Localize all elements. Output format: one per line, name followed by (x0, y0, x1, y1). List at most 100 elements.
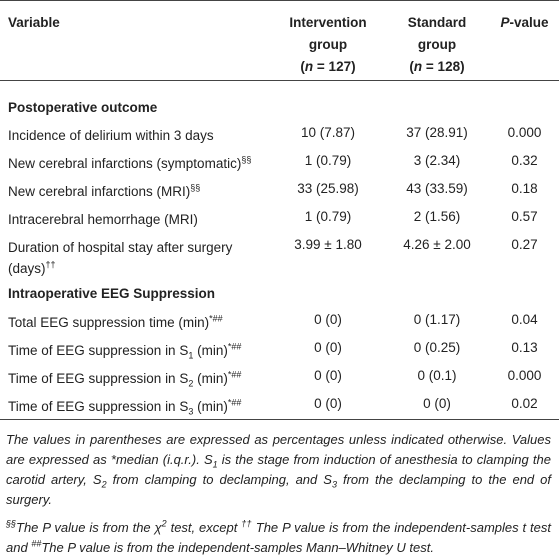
supscript: *## (209, 313, 223, 324)
text: (min) (193, 399, 228, 414)
header-cell: Intervention group (n = 127) (272, 12, 384, 78)
cell: 0 (0) (314, 368, 342, 383)
text: ( (300, 59, 305, 74)
section-title: Intraoperative EEG Suppression (8, 286, 216, 301)
cell: 33 (25.98) (297, 181, 359, 196)
cell: 10 (7.87) (300, 125, 356, 140)
header-line: Intervention group (272, 12, 384, 56)
text: Intervention group (289, 15, 367, 52)
footnote: §§The P value is from the χ2 test, excep… (6, 518, 551, 558)
cell: 0 (0) (314, 396, 342, 411)
text: from clamping to declamping, and S (106, 472, 332, 487)
text: Total EEG suppression time (min) (8, 315, 210, 330)
text: Time of EEG suppression in S (8, 343, 189, 358)
row-label: Incidence of delirium within 3 days (0, 125, 272, 146)
text: = 127) (313, 59, 356, 74)
text: is the stage from induction of anesthesi… (6, 452, 551, 487)
text: Time of EEG suppression in S (8, 371, 189, 386)
section-title: Postoperative outcome (8, 100, 158, 115)
subscript: 2 (188, 378, 194, 389)
row-label: New cerebral infarctions (symptomatic)§§ (0, 153, 272, 174)
supscript: *## (227, 369, 242, 380)
subscript: 1 (188, 350, 194, 361)
italic-text: n (413, 59, 423, 74)
footnotes: The values in parentheses are expressed … (0, 420, 559, 558)
text: Standard group (407, 15, 467, 52)
text: ( (409, 59, 414, 74)
header-row: Variable Intervention group (n = 127) Stand… (0, 0, 559, 81)
cell: 0 (0) (314, 312, 342, 327)
row-label: Time of EEG suppression in S2 (min)*## (0, 368, 272, 389)
subscript: 2 (101, 479, 107, 490)
subscript: 1 (212, 459, 218, 470)
cell: 1 (0.79) (304, 153, 352, 168)
text: Incidence of delirium within 3 days (8, 128, 214, 143)
supscript: †† (241, 518, 252, 529)
text: from the declamping to the end of surger… (6, 472, 551, 507)
row-label: Total EEG suppression time (min)*## (0, 312, 272, 333)
header-line: (n = 127) (272, 56, 384, 78)
cell: 0.000 (507, 125, 542, 140)
header-cell: P-value (490, 12, 559, 34)
table: Variable Intervention group (n = 127) Stand… (0, 0, 559, 420)
cell: 0 (0) (423, 396, 451, 411)
supscript: 2 (161, 518, 167, 529)
cell: 4.26 ± 2.00 (403, 237, 471, 252)
section-row: Postoperative outcome (0, 81, 559, 120)
supscript: §§ (6, 518, 17, 529)
supscript: *## (227, 341, 242, 352)
header-line: P-value (490, 12, 559, 34)
cell: 0.04 (511, 312, 538, 327)
header-cell: Standard group (n = 128) (384, 12, 490, 78)
data-row: Time of EEG suppression in S2 (min)*## 0 … (0, 363, 559, 391)
section-row: Intraoperative EEG Suppression (0, 281, 559, 307)
header-line: Standard group (384, 12, 490, 56)
italic-text: n (304, 59, 314, 74)
cell: 0 (0.1) (417, 368, 457, 383)
subscript: 3 (188, 406, 194, 417)
supscript: §§ (190, 182, 201, 193)
header-line: Variable (8, 12, 272, 34)
data-row: New cerebral infarctions (MRI)§§ 33 (25.9… (0, 176, 559, 204)
text: Variable (8, 15, 60, 30)
text: The values in parentheses are expressed … (6, 432, 551, 467)
supscript: †† (45, 259, 56, 270)
header-line: (n = 128) (384, 56, 490, 78)
cell: 0.27 (511, 237, 538, 252)
text: Time of EEG suppression in S (8, 399, 189, 414)
cell: 43 (33.59) (406, 181, 468, 196)
data-row: New cerebral infarctions (symptomatic)§§… (0, 148, 559, 176)
row-label: Time of EEG suppression in S1 (min)*## (0, 340, 272, 361)
cell: 0.13 (511, 340, 538, 355)
data-row: Duration of hospital stay after surgery … (0, 232, 559, 281)
data-row: Total EEG suppression time (min)*## 0 (0)… (0, 307, 559, 335)
supscript: *## (227, 397, 242, 408)
data-row: Incidence of delirium within 3 days 10 (7… (0, 120, 559, 148)
text: (min) (193, 371, 228, 386)
text: New cerebral infarctions (symptomatic) (8, 156, 242, 171)
supscript: §§ (241, 154, 252, 165)
cell: 0.02 (511, 396, 538, 411)
cell: 37 (28.91) (406, 125, 468, 140)
footnote: The values in parentheses are expressed … (6, 430, 551, 510)
cell: 3.99 ± 1.80 (294, 237, 362, 252)
cell: 1 (0.79) (304, 209, 352, 224)
text: The P value is from the χ (16, 520, 162, 535)
text: Intracerebral hemorrhage (MRI) (8, 212, 198, 227)
row-label: Duration of hospital stay after surgery … (0, 237, 272, 279)
cell: 2 (1.56) (413, 209, 461, 224)
cell: 0 (1.17) (413, 312, 461, 327)
cell: 0 (0.25) (413, 340, 461, 355)
italic-text: P (500, 15, 510, 30)
supscript: ## (31, 538, 42, 549)
text: = 128) (422, 59, 465, 74)
data-row: Time of EEG suppression in S1 (min)*## 0 … (0, 335, 559, 363)
text: test, except (166, 520, 242, 535)
cell: 0 (0) (314, 340, 342, 355)
data-row: Time of EEG suppression in S3 (min)*## 0 … (0, 391, 559, 420)
cell: 3 (2.34) (413, 153, 461, 168)
row-label: Time of EEG suppression in S3 (min)*## (0, 396, 272, 417)
cell: 0.18 (511, 181, 538, 196)
cell: 0.000 (507, 368, 542, 383)
